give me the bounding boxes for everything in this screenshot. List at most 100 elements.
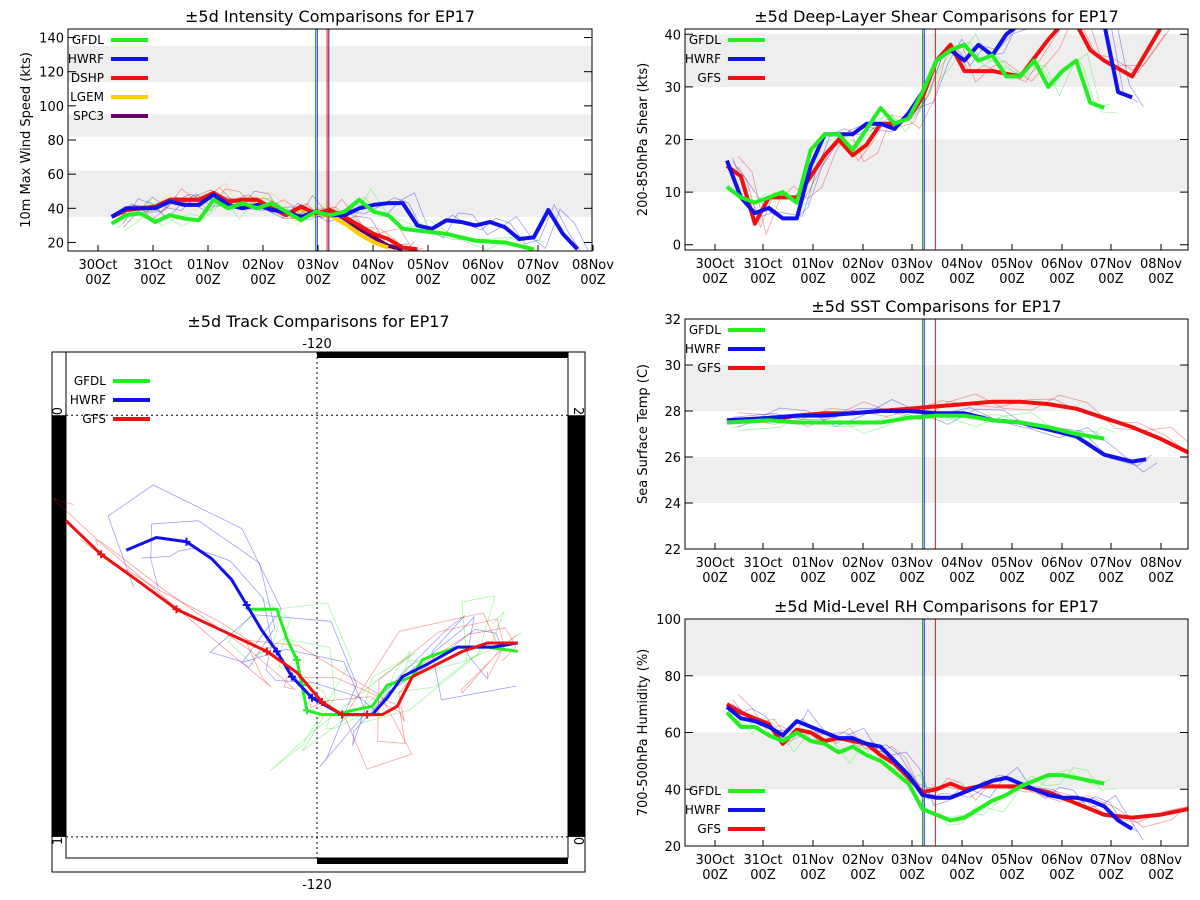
rh-ytick-label: 80: [664, 670, 681, 685]
intensity-xtick-top: 02Nov: [242, 258, 284, 273]
intensity-xtick-bottom: 00Z: [140, 273, 166, 288]
intensity-faint-trace: [123, 189, 415, 251]
shear-legend-label-gfdl: GFDL: [689, 33, 721, 47]
track-marker-gfdl: [302, 706, 311, 715]
intensity-xtick-top: 30Oct: [78, 258, 117, 273]
intensity-xtick-top: 06Nov: [462, 258, 504, 273]
sst-series-hwrf: [726, 409, 1147, 464]
shear-xtick-top: 02Nov: [842, 257, 884, 272]
intensity-band: [68, 114, 592, 137]
sst-legend-label-hwrf: HWRF: [685, 342, 721, 356]
shear-xtick-top: 07Nov: [1090, 257, 1132, 272]
rh-band: [685, 619, 1188, 676]
rh-xtick-bottom: 00Z: [1049, 868, 1075, 883]
rh-ytick-label: 20: [664, 840, 681, 855]
sst-xtick-top: 04Nov: [941, 556, 983, 571]
sst-xtick-top: 06Nov: [1041, 556, 1083, 571]
rh-xtick-bottom: 00Z: [1148, 868, 1174, 883]
rh-xtick-top: 05Nov: [991, 853, 1033, 868]
rh-xtick-bottom: 00Z: [800, 868, 826, 883]
rh-legend-label-gfs: GFS: [697, 822, 721, 836]
track-lon-label-bottom: -120: [302, 878, 332, 893]
shear-ytick-label: 10: [664, 186, 681, 201]
intensity-ytick-label: 140: [39, 32, 64, 47]
track-outer-frame: [51, 351, 586, 873]
rh-xtick-top: 07Nov: [1090, 853, 1132, 868]
rh-xtick-top: 30Oct: [695, 853, 734, 868]
rh-title: ±5d Mid-Level RH Comparisons for EP17: [774, 597, 1099, 616]
shear-xtick-bottom: 00Z: [750, 272, 776, 287]
shear-ytick-label: 40: [664, 28, 681, 43]
sst-title: ±5d SST Comparisons for EP17: [811, 297, 1061, 316]
intensity-legend-label-dshp: DSHP: [71, 71, 104, 85]
track-legend-label-gfdl: GFDL: [74, 374, 106, 388]
shear-legend-label-hwrf: HWRF: [685, 52, 721, 66]
intensity-ytick-label: 20: [47, 236, 64, 251]
track-border-left: [52, 415, 66, 837]
rh-xtick-bottom: 00Z: [702, 868, 728, 883]
track-marker-gfs: [318, 697, 327, 706]
rh-faint-trace: [737, 708, 1144, 841]
sst-ytick-label: 26: [664, 451, 681, 466]
sst-ytick-label: 24: [664, 497, 681, 512]
shear-ytick-label: 20: [664, 134, 681, 149]
track-marker-hwrf: [242, 601, 251, 609]
intensity-ytick-label: 80: [47, 134, 64, 149]
intensity-xtick-bottom: 00Z: [195, 273, 221, 288]
sst-xtick-bottom: 00Z: [750, 571, 776, 586]
shear-ytick-label: 30: [664, 81, 681, 96]
track-marker-gfs: [97, 550, 106, 559]
track-series-hwrf: [125, 536, 519, 717]
track-legend-label-gfs: GFS: [82, 412, 106, 426]
sst-ylabel: Sea Surface Temp (C): [636, 364, 651, 504]
sst-series-gfdl: [726, 413, 1105, 441]
rh-ytick-label: 60: [664, 727, 681, 742]
track-faint-trace: [261, 598, 522, 730]
intensity-band: [68, 46, 592, 82]
track-faint-trace: [107, 484, 517, 768]
shear-xtick-top: 03Nov: [891, 257, 933, 272]
sst-xtick-bottom: 00Z: [702, 571, 728, 586]
track-border-right: [568, 415, 585, 837]
sst-legend-label-gfdl: GFDL: [689, 323, 721, 337]
track-faint-trace: [141, 547, 503, 715]
sst-xtick-bottom: 00Z: [1049, 571, 1075, 586]
sst-faint-trace: [738, 393, 1188, 443]
intensity-ytick-label: 60: [47, 168, 64, 183]
shear-xtick-top: 04Nov: [941, 257, 983, 272]
rh-xtick-bottom: 00Z: [1098, 868, 1124, 883]
intensity-xtick-top: 01Nov: [187, 258, 229, 273]
track-border-bottom: [317, 858, 568, 864]
rh-xtick-top: 02Nov: [842, 853, 884, 868]
shear-xtick-bottom: 00Z: [1148, 272, 1174, 287]
rh-xtick-top: 03Nov: [891, 853, 933, 868]
intensity-title: ±5d Intensity Comparisons for EP17: [185, 7, 475, 26]
track-faint-trace: [80, 539, 517, 722]
rh-legend-label-gfdl: GFDL: [689, 784, 721, 798]
sst-legend-label-gfs: GFS: [697, 361, 721, 375]
track-lat-label-left-20: 20: [51, 407, 66, 424]
track-marker-gfs: [262, 647, 271, 656]
intensity-xtick-bottom: 00Z: [305, 273, 331, 288]
shear-xtick-top: 05Nov: [991, 257, 1033, 272]
intensity-xtick-top: 04Nov: [352, 258, 394, 273]
intensity-legend-label-gfdl: GFDL: [72, 33, 104, 47]
rh-xtick-top: 04Nov: [941, 853, 983, 868]
intensity-xtick-bottom: 00Z: [85, 273, 111, 288]
shear-xtick-bottom: 00Z: [850, 272, 876, 287]
rh-xtick-top: 06Nov: [1041, 853, 1083, 868]
intensity-ytick-label: 120: [39, 66, 64, 81]
sst-xtick-top: 02Nov: [842, 556, 884, 571]
sst-xtick-bottom: 00Z: [1098, 571, 1124, 586]
sst-xtick-bottom: 00Z: [999, 571, 1025, 586]
intensity-ytick-label: 100: [39, 100, 64, 115]
sst-xtick-top: 01Nov: [792, 556, 834, 571]
rh-xtick-top: 08Nov: [1140, 853, 1182, 868]
shear-xtick-bottom: 00Z: [1049, 272, 1075, 287]
sst-xtick-top: 30Oct: [695, 556, 734, 571]
track-marker-gfdl: [292, 655, 301, 664]
sst-ytick-label: 32: [664, 313, 681, 328]
shear-title: ±5d Deep-Layer Shear Comparisons for EP1…: [754, 7, 1119, 26]
track-faint-trace: [94, 539, 505, 744]
